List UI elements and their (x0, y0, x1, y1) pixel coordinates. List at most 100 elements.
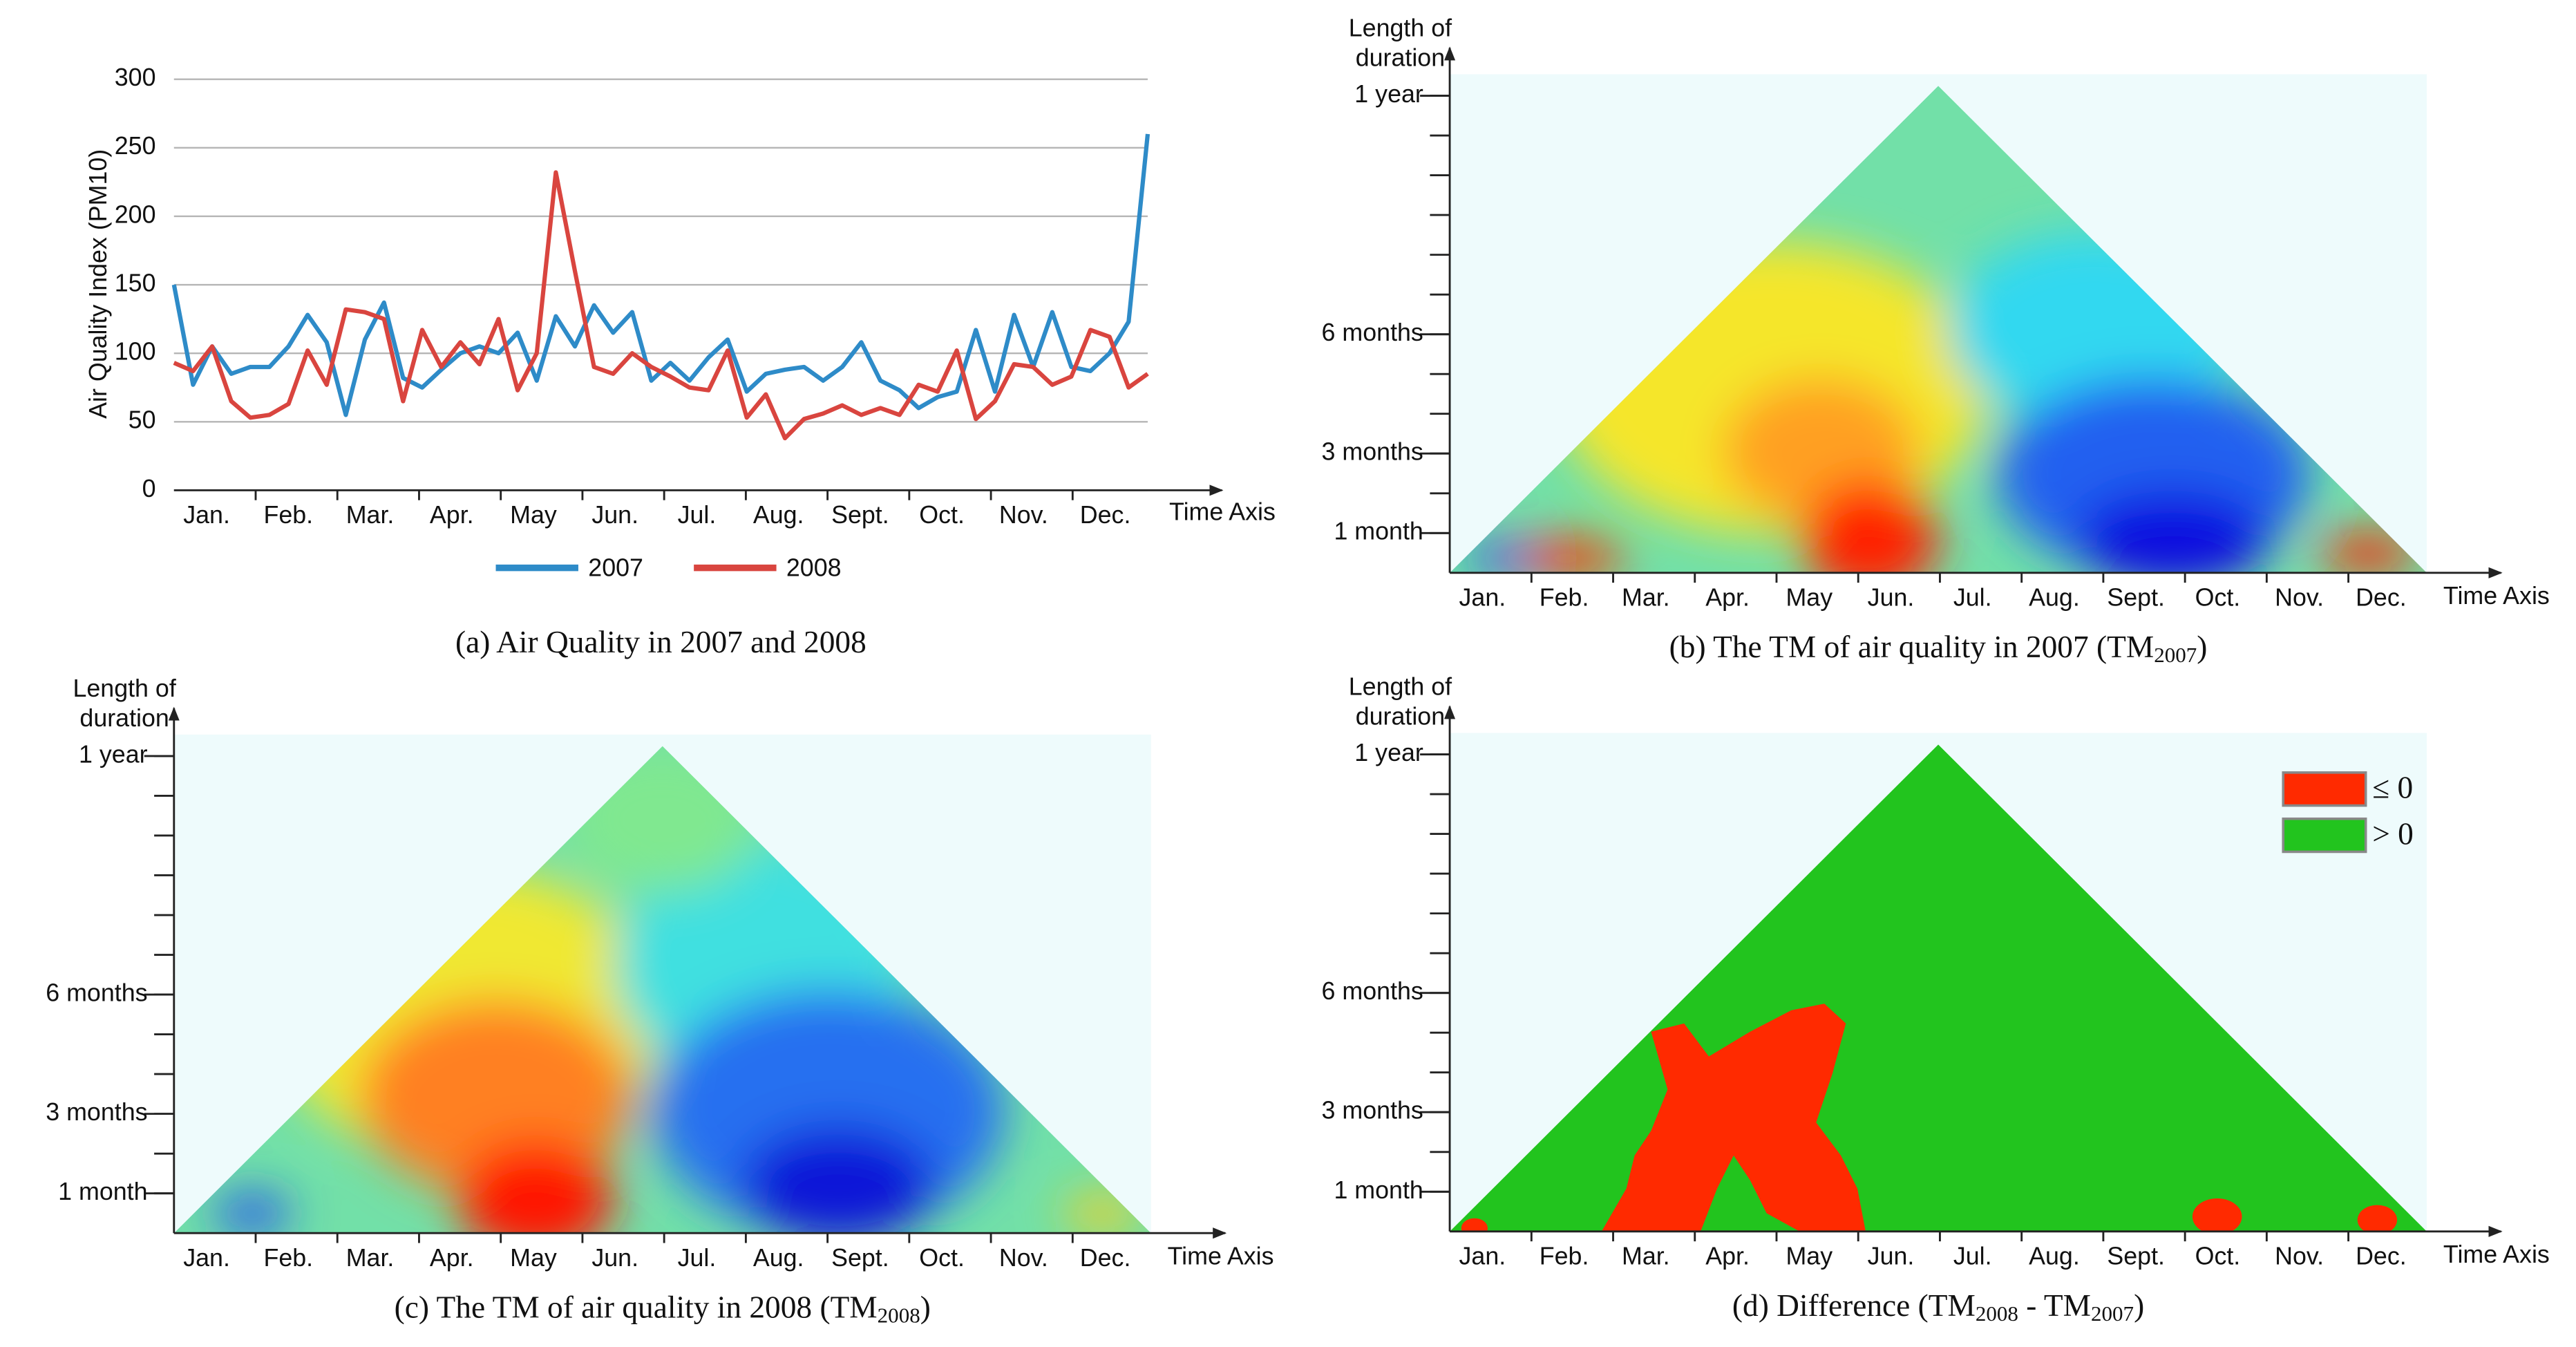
y-tick-label: 6 months (1322, 977, 1423, 1005)
x-tick-label: Mar. (1622, 583, 1670, 611)
x-tick-label: Feb. (263, 1244, 313, 1272)
caption-part: (d) Difference (TM (1732, 1288, 1976, 1323)
caption-part: 2008 (878, 1303, 920, 1327)
y-tick-label: 3 months (1322, 1097, 1423, 1124)
y-tick-label: 250 (115, 132, 156, 160)
x-tick-label: Jan. (183, 1244, 230, 1272)
caption-part: ) (2134, 1288, 2144, 1323)
x-tick-label: Oct. (919, 501, 965, 529)
y-tick-label: 150 (115, 269, 156, 296)
heatmap-blob (457, 1140, 614, 1234)
x-tick-label: Jun. (1868, 1242, 1915, 1270)
x-tick-label: Mar. (346, 1244, 395, 1272)
x-tick-label: Apr. (1705, 1242, 1750, 1270)
x-tick-label: Jul. (678, 501, 717, 529)
heatmap-blob (1063, 1194, 1142, 1234)
x-tick-label: Aug. (2029, 583, 2080, 611)
y-tick-label: 1 year (1354, 80, 1423, 108)
legend-swatch (2282, 771, 2367, 807)
plot-area (173, 734, 1151, 1234)
x-tick-label: Nov. (2275, 583, 2324, 611)
x-tick-label: Feb. (1540, 583, 1589, 611)
x-tick-label: Jul. (1953, 583, 1992, 611)
heatmap-blob (2075, 490, 2271, 573)
x-tick-label: Sept. (2107, 583, 2165, 611)
x-tick-label: Sept. (831, 501, 889, 529)
legend-label: ≤ 0 (2372, 771, 2413, 805)
legend-label: > 0 (2372, 816, 2414, 851)
caption-part: 2008 (1976, 1301, 2018, 1326)
x-tick-label: Sept. (831, 1244, 889, 1272)
x-tick-label: Feb. (1540, 1242, 1589, 1270)
x-tick-label: Jun. (591, 501, 638, 529)
x-tick-label: Mar. (346, 501, 395, 529)
x-tick-label: Aug. (753, 501, 804, 529)
y-axis-label: duration (1356, 44, 1445, 71)
y-tick-label: 6 months (46, 979, 147, 1007)
heatmap-blob (1469, 543, 1528, 573)
x-tick-label: May (510, 501, 557, 529)
region-negative (2192, 1198, 2242, 1232)
y-tick-label: 1 year (79, 740, 148, 768)
y-axis-label: Length of (1349, 672, 1452, 700)
y-tick-label: 0 (142, 475, 156, 502)
caption-part: ) (920, 1290, 931, 1325)
x-tick-label: Mar. (1622, 1242, 1670, 1270)
y-tick-label: 300 (115, 64, 156, 91)
x-tick-label: Jun. (591, 1244, 638, 1272)
x-tick-label: Jul. (1953, 1242, 1992, 1270)
y-tick-label: 1 month (1334, 1176, 1423, 1204)
legend-label: 2007 (588, 554, 643, 581)
x-tick-label: Nov. (999, 1244, 1048, 1272)
y-axis-label: duration (1356, 702, 1445, 730)
x-tick-label: Apr. (1705, 583, 1750, 611)
x-tick-label: Jul. (678, 1244, 717, 1272)
legend-label: 2008 (786, 554, 842, 581)
x-tick-label: Dec. (1080, 1244, 1131, 1272)
x-tick-label: Dec. (2356, 1242, 2407, 1270)
caption: (b) The TM of air quality in 2007 (TM200… (1669, 630, 2208, 666)
x-axis-label: Time Axis (1168, 1242, 1274, 1270)
y-axis-label: Length of (73, 675, 176, 702)
legend-swatch (2282, 817, 2367, 854)
y-tick-label: 6 months (1322, 319, 1423, 346)
y-tick-label: 3 months (1322, 438, 1423, 466)
heatmap-blob (740, 1126, 936, 1234)
x-axis-label: Time Axis (2443, 1241, 2550, 1268)
x-tick-label: May (510, 1244, 557, 1272)
caption-part: (b) The TM of air quality in 2007 (TM (1669, 630, 2154, 664)
x-tick-label: Oct. (2195, 583, 2241, 611)
plot-area (1450, 74, 2427, 573)
y-tick-label: 1 year (1354, 739, 1423, 766)
x-tick-label: Oct. (919, 1244, 965, 1272)
series-line (173, 170, 1149, 441)
y-axis-label: duration (79, 704, 169, 732)
y-tick-label: 50 (129, 406, 156, 434)
x-tick-label: Dec. (2356, 583, 2407, 611)
x-tick-label: May (1786, 583, 1832, 611)
x-tick-label: Apr. (430, 1244, 474, 1272)
y-tick-label: 1 month (1334, 518, 1423, 545)
plot-area (1450, 733, 2427, 1232)
caption: (a) Air Quality in 2007 and 2008 (455, 625, 866, 659)
caption: (d) Difference (TM2008 - TM2007) (1732, 1288, 2144, 1325)
y-tick-label: 3 months (46, 1098, 147, 1126)
x-tick-label: Jan. (1459, 1242, 1506, 1270)
heatmap (1450, 744, 2427, 1232)
x-axis-label: Time Axis (1169, 498, 1276, 525)
heatmap-blob (1801, 480, 1939, 573)
caption: (c) The TM of air quality in 2008 (TM200… (395, 1290, 931, 1327)
x-tick-label: Nov. (2275, 1242, 2324, 1270)
region-negative (2357, 1205, 2398, 1232)
caption-part: (c) The TM of air quality in 2008 (TM (395, 1290, 878, 1325)
caption-part: - TM (2018, 1288, 2091, 1323)
caption-part: ) (2197, 630, 2207, 664)
x-tick-label: Aug. (2029, 1242, 2080, 1270)
x-tick-label: Dec. (1080, 501, 1131, 529)
x-tick-label: Aug. (753, 1244, 804, 1272)
y-axis-label: Length of (1349, 14, 1452, 41)
y-tick-label: 1 month (58, 1178, 147, 1205)
y-tick-label: 100 (115, 338, 156, 366)
caption-part: 2007 (2091, 1301, 2134, 1326)
x-tick-label: Jan. (1459, 583, 1506, 611)
